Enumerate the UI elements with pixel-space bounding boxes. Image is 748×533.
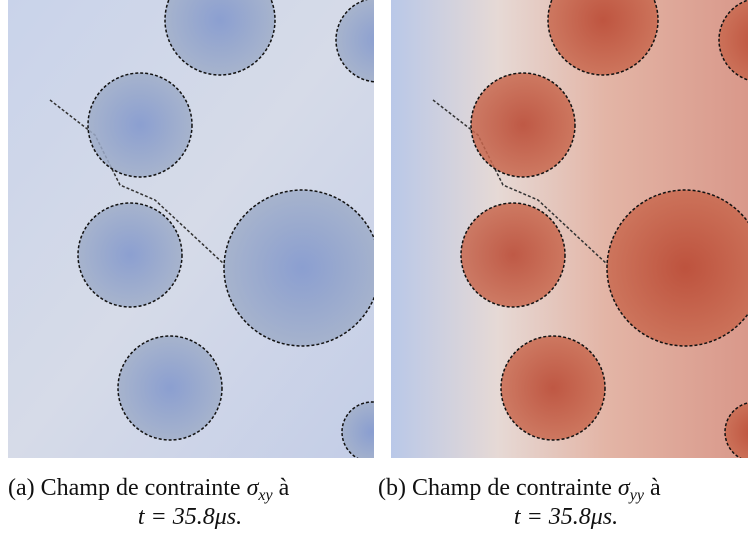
stress-field-xy bbox=[8, 0, 374, 458]
inclusion bbox=[432, 99, 609, 266]
inclusion bbox=[77, 202, 183, 308]
inclusion bbox=[49, 99, 226, 266]
inclusion bbox=[341, 401, 374, 458]
inclusion bbox=[460, 202, 566, 308]
caption-a-time: t = 35.8μs. bbox=[138, 504, 242, 530]
stress-field-yy bbox=[391, 0, 748, 458]
caption-b-time: t = 35.8μs. bbox=[514, 504, 618, 530]
inclusion bbox=[335, 0, 374, 83]
inclusion bbox=[718, 0, 748, 81]
inclusion bbox=[470, 72, 576, 178]
inclusion bbox=[117, 335, 223, 441]
inclusion bbox=[724, 402, 748, 458]
inclusion bbox=[223, 189, 374, 347]
inclusion bbox=[87, 72, 193, 178]
caption-b: (b) Champ de contrainte σyy à bbox=[378, 475, 661, 506]
inclusion bbox=[547, 0, 659, 76]
caption-a: (a) Champ de contrainte σxy à bbox=[8, 475, 290, 506]
inclusion bbox=[164, 0, 276, 76]
inclusion bbox=[606, 189, 748, 347]
inclusion bbox=[500, 335, 606, 441]
